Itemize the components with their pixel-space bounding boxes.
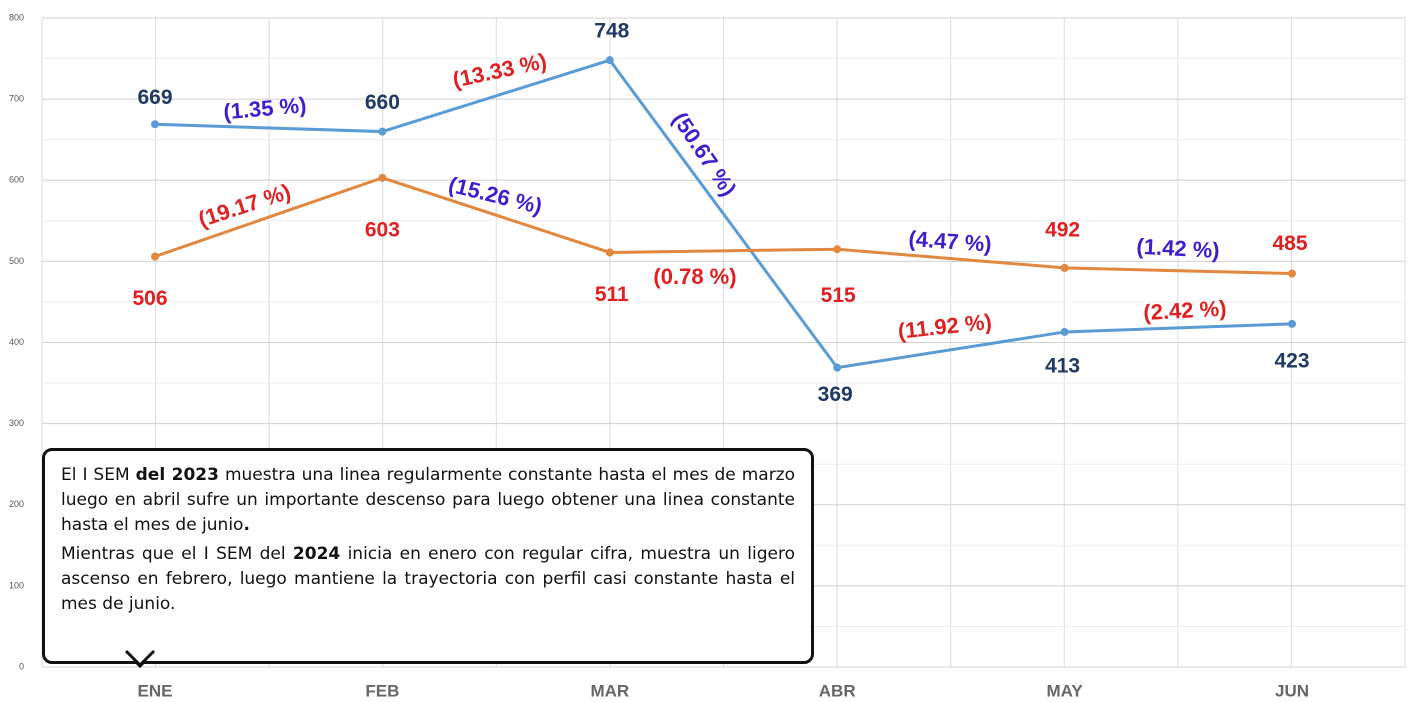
x-tick-label: FEB: [365, 681, 399, 700]
y-tick-label: 600: [9, 175, 24, 185]
note-text: 2024: [292, 544, 341, 564]
note-text: .: [243, 515, 250, 535]
point: [378, 127, 387, 136]
value-label: 485: [1272, 232, 1307, 255]
change-label: (1.35 %): [222, 92, 307, 124]
value-label: 506: [132, 287, 167, 310]
change-label: (13.33 %): [450, 48, 549, 92]
point: [378, 173, 387, 182]
y-tick-label: 0: [19, 661, 24, 671]
y-tick-label: 400: [9, 337, 24, 347]
y-tick-label: 300: [9, 418, 24, 428]
note-paragraph: Mientras que el I SEM del 2024 inicia en…: [61, 542, 795, 617]
change-label: (1.42 %): [1136, 234, 1220, 263]
y-tick-label: 700: [9, 94, 24, 104]
x-tick-label: JUN: [1275, 681, 1309, 700]
point: [151, 252, 159, 261]
point: [151, 120, 159, 129]
value-label: 492: [1045, 218, 1080, 241]
change-label: (15.26 %): [446, 172, 545, 219]
series-line: [154, 58, 1293, 370]
note-tail: [124, 649, 156, 668]
change-label: (11.92 %): [897, 309, 993, 344]
note-text: inicia en enero con regular cifra, muest…: [61, 544, 795, 614]
note-text: El I SEM: [61, 465, 136, 485]
value-label: 660: [365, 91, 400, 114]
note-text: del 2023: [135, 465, 219, 485]
y-tick-label: 800: [9, 12, 24, 22]
x-tick-label: MAY: [1046, 681, 1083, 700]
value-label: 748: [594, 20, 629, 43]
x-tick-label: MAR: [590, 681, 629, 700]
point: [605, 248, 614, 257]
note-paragraph: El I SEM del 2023 muestra una linea regu…: [61, 463, 795, 538]
value-label: 669: [137, 86, 172, 109]
y-tick-label: 500: [9, 256, 24, 266]
value-label: 369: [818, 383, 853, 406]
value-label: 603: [365, 218, 400, 241]
value-label: 413: [1045, 355, 1080, 378]
x-tick-label: ENE: [138, 681, 173, 700]
point: [1060, 263, 1069, 272]
point: [833, 363, 842, 372]
y-tick-label: 200: [9, 499, 24, 509]
note-text: Mientras que el I SEM del: [61, 544, 293, 564]
x-tick-label: ABR: [819, 681, 856, 700]
point: [605, 56, 614, 65]
change-label: (4.47 %): [908, 226, 993, 257]
point: [1288, 269, 1296, 278]
note-box: El I SEM del 2023 muestra una linea regu…: [42, 448, 814, 664]
value-label: 511: [595, 283, 629, 306]
note-tail-shape: [124, 649, 156, 668]
value-label: 423: [1274, 349, 1309, 372]
y-tick-label: 100: [9, 580, 24, 590]
change-label: (2.42 %): [1143, 296, 1227, 325]
note-text: muestra una linea regularmente constante…: [61, 465, 796, 535]
point: [833, 245, 842, 254]
point: [1060, 327, 1069, 336]
point: [1288, 319, 1296, 328]
value-label: 515: [821, 284, 856, 307]
series-line: [154, 176, 1293, 276]
change-label: (0.78 %): [653, 264, 736, 289]
